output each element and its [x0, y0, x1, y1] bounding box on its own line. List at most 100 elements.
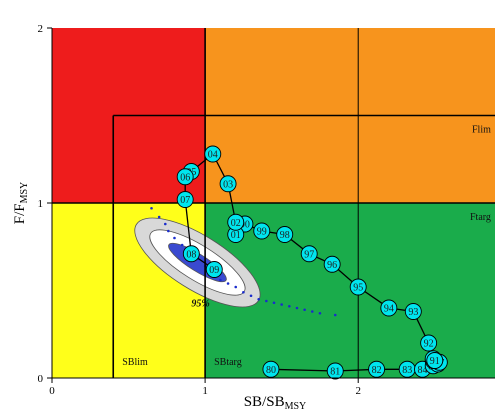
uncertainty-point	[226, 282, 230, 285]
year-label: 83	[402, 365, 412, 376]
year-marker-circle	[300, 245, 318, 263]
year-marker: 91	[426, 352, 444, 369]
year-marker: 92	[420, 334, 438, 352]
x-tick-label: 0	[49, 385, 55, 397]
year-label: 06	[180, 172, 190, 183]
y-tick-label: 0	[38, 373, 44, 385]
uncertainty-point	[150, 206, 153, 210]
year-marker: 81	[326, 362, 344, 380]
year-marker-circle	[323, 255, 341, 273]
year-marker-circle	[326, 362, 344, 380]
uncertainty-point	[234, 285, 238, 289]
year-label: 80	[266, 365, 276, 376]
uncertainty-point	[180, 243, 184, 247]
x-tick-label: 1	[202, 385, 208, 397]
year-marker: 83	[398, 360, 416, 378]
year-marker: 08	[182, 245, 200, 263]
uncertainty-point	[288, 304, 291, 308]
year-marker-circle	[205, 261, 223, 278]
y-tick-label: 1	[38, 198, 44, 210]
year-label: 09	[209, 265, 219, 276]
year-marker-circle	[176, 168, 194, 186]
uncertainty-point	[242, 290, 245, 294]
uncertainty-point	[163, 222, 167, 226]
uncertainty-point	[295, 306, 299, 310]
year-marker: 02	[227, 213, 245, 231]
year-marker: 07	[176, 191, 194, 208]
year-marker: 82	[368, 360, 386, 378]
year-marker: 97	[300, 245, 318, 263]
year-label: 95	[353, 283, 363, 294]
year-marker-circle	[420, 334, 438, 352]
year-marker: 93	[404, 303, 422, 320]
year-marker-circle	[176, 191, 194, 208]
year-marker: 09	[205, 261, 223, 278]
x-axis-title-sub: MSY	[285, 401, 307, 412]
year-label: 96	[327, 260, 337, 271]
reference-lines	[52, 28, 495, 378]
year-marker-circle	[380, 299, 398, 317]
year-marker: 94	[380, 299, 398, 317]
year-label: 02	[231, 218, 241, 229]
year-label: 97	[304, 249, 314, 260]
year-label: 82	[372, 365, 382, 376]
uncertainty-point	[173, 236, 176, 240]
y-axis-title-sub: MSY	[19, 182, 30, 204]
uncertainty-point	[280, 303, 283, 306]
uncertainty-point	[257, 297, 260, 301]
year-marker: 95	[349, 278, 367, 296]
year-label: 99	[257, 227, 267, 238]
year-label: 94	[384, 304, 394, 315]
year-marker: 99	[253, 222, 271, 240]
year-label: 93	[408, 307, 418, 318]
uncertainty-point	[303, 308, 306, 312]
label-flim: Flim	[472, 125, 491, 136]
label-sbtarg: SBtarg	[214, 357, 242, 368]
year-marker: 98	[276, 226, 294, 243]
year-label: 04	[208, 150, 218, 161]
year-label: 84	[418, 365, 428, 376]
year-marker-circle	[219, 175, 237, 193]
year-label: 07	[180, 195, 190, 206]
year-marker: 03	[219, 175, 237, 193]
label-sblim: SBlim	[122, 357, 148, 368]
year-label: 91	[430, 356, 440, 367]
year-marker-circle	[253, 222, 271, 240]
year-label: 03	[223, 179, 233, 190]
year-marker-circle	[262, 360, 280, 378]
uncertainty-point	[272, 301, 276, 305]
label-ftarg: Ftarg	[470, 212, 491, 223]
year-label: 92	[424, 339, 434, 350]
y-tick-label: 2	[38, 23, 44, 35]
confidence-label: 95%	[191, 298, 209, 309]
uncertainty-point	[167, 229, 170, 233]
year-label: 81	[330, 367, 340, 378]
uncertainty-point	[157, 215, 161, 219]
year-marker-circle	[227, 213, 245, 231]
year-marker-circle	[276, 226, 294, 243]
year-label: 01	[231, 230, 241, 241]
uncertainty-point	[318, 311, 322, 315]
uncertainty-point	[265, 299, 268, 303]
uncertainty-point	[219, 278, 222, 282]
year-marker-circle	[204, 145, 222, 163]
year-label: 08	[186, 249, 196, 260]
year-marker: 80	[262, 360, 280, 378]
year-marker-circle	[182, 245, 200, 263]
uncertainty-point	[333, 313, 337, 317]
year-label: 00	[240, 220, 250, 231]
year-marker-circle	[426, 352, 444, 369]
year-label: 98	[280, 230, 290, 241]
trajectory: 8081828384858687888990919293949596979899…	[176, 145, 448, 380]
y-axis-title: F/FMSY	[12, 182, 30, 225]
year-marker-circle	[368, 360, 386, 378]
uncertainty-point	[249, 294, 253, 298]
uncertainty-point	[310, 310, 314, 313]
x-tick-label: 2	[355, 385, 361, 397]
x-axis-title: SB/SBMSY	[244, 394, 307, 412]
year-marker-circle	[349, 278, 367, 296]
year-marker: 04	[204, 145, 222, 163]
year-marker: 06	[176, 168, 194, 186]
